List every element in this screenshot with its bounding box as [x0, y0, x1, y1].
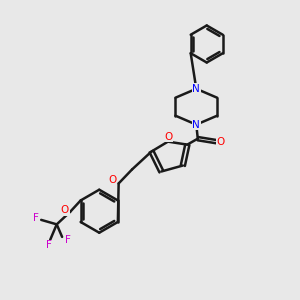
Text: N: N	[192, 120, 200, 130]
Text: F: F	[33, 213, 39, 224]
Text: O: O	[108, 175, 116, 185]
Text: F: F	[46, 240, 52, 250]
Text: F: F	[64, 235, 70, 245]
Text: O: O	[164, 132, 172, 142]
Text: O: O	[61, 205, 69, 215]
Text: N: N	[192, 84, 200, 94]
Text: O: O	[217, 136, 225, 147]
